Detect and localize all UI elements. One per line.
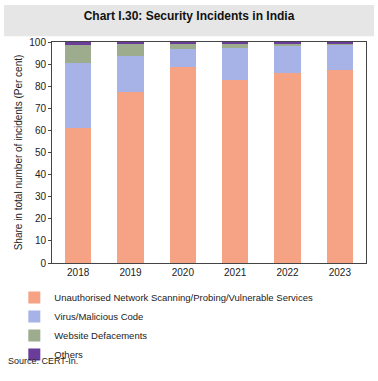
svg-text:Source: CERT-In.: Source: CERT-In. [8, 356, 78, 366]
svg-text:100: 100 [29, 37, 46, 48]
svg-text:90: 90 [35, 59, 47, 70]
svg-text:Website Defacements: Website Defacements [54, 330, 147, 341]
svg-text:Chart I.30: Security Incidents: Chart I.30: Security Incidents in India [84, 9, 295, 23]
svg-text:2019: 2019 [119, 267, 142, 278]
svg-text:Virus/Malicious Code: Virus/Malicious Code [54, 311, 143, 322]
svg-text:2022: 2022 [276, 267, 299, 278]
svg-text:20: 20 [35, 213, 47, 224]
svg-text:2023: 2023 [329, 267, 352, 278]
svg-text:2021: 2021 [224, 267, 247, 278]
svg-text:10: 10 [35, 235, 47, 246]
svg-text:0: 0 [40, 258, 46, 269]
svg-text:60: 60 [35, 125, 47, 136]
svg-text:30: 30 [35, 191, 47, 202]
svg-text:50: 50 [35, 147, 47, 158]
svg-text:Unauthorised Network Scanning/: Unauthorised Network Scanning/Probing/Vu… [54, 292, 313, 303]
svg-text:70: 70 [35, 103, 47, 114]
svg-text:80: 80 [35, 81, 47, 92]
svg-text:Share in total number of incid: Share in total number of incidents (Per … [13, 55, 24, 251]
svg-text:2020: 2020 [172, 267, 195, 278]
svg-text:2018: 2018 [67, 267, 90, 278]
svg-text:Others: Others [54, 349, 83, 360]
svg-text:40: 40 [35, 169, 47, 180]
